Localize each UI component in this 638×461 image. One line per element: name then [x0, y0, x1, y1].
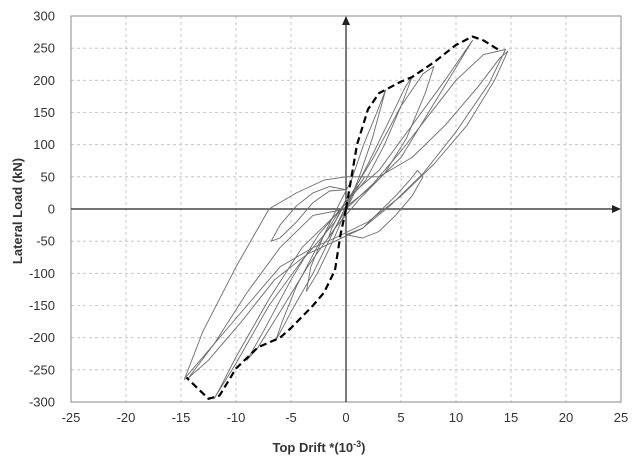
y-tick-label: -150 [29, 298, 55, 313]
x-axis-arrow-icon [612, 205, 621, 213]
x-tick-label: -10 [227, 410, 246, 425]
x-tick-label: -25 [62, 410, 81, 425]
envelope-negative-line [185, 208, 348, 400]
x-tick-label: -5 [285, 410, 297, 425]
hysteresis-loop-8 [345, 169, 424, 239]
y-tick-labels: 300 250 200 150 100 50 0 -50 -100 -150 -200 -250 -30… [29, 9, 55, 410]
hysteresis-loop-5 [213, 39, 473, 400]
hysteresis-loop-9 [270, 186, 347, 242]
y-tick-label: 300 [33, 9, 55, 24]
y-tick-label: 150 [33, 105, 55, 120]
x-tick-label: -20 [117, 410, 136, 425]
y-tick-label: 0 [48, 202, 55, 217]
x-tick-label: 5 [397, 410, 404, 425]
y-tick-label: 250 [33, 41, 55, 56]
x-tick-labels: -25 -20 -15 -10 -5 0 5 10 15 20 25 [62, 410, 629, 425]
hysteresis-loop-6 [183, 50, 509, 380]
envelope-positive-line [344, 35, 501, 210]
y-tick-label: -300 [29, 395, 55, 410]
x-tick-label: 15 [504, 410, 518, 425]
x-tick-label: 25 [614, 410, 628, 425]
y-tick-label: 50 [41, 169, 55, 184]
series-group [183, 35, 509, 400]
x-tick-label: 20 [559, 410, 573, 425]
x-tick-label: 10 [449, 410, 463, 425]
y-tick-label: -200 [29, 330, 55, 345]
x-tick-label: -15 [172, 410, 191, 425]
y-tick-label: 200 [33, 73, 55, 88]
hysteresis-loop-2 [305, 89, 387, 292]
x-axis-title: Top Drift *(10-3) [272, 439, 365, 455]
y-axis-title: Lateral Load (kN) [10, 158, 25, 264]
x-tick-label: 0 [342, 410, 349, 425]
y-tick-label: -250 [29, 362, 55, 377]
y-tick-label: -100 [29, 266, 55, 281]
y-axis-arrow-icon [342, 16, 350, 25]
y-tick-label: 100 [33, 137, 55, 152]
y-tick-label: -50 [36, 234, 55, 249]
hysteresis-loop-4 [246, 65, 435, 361]
